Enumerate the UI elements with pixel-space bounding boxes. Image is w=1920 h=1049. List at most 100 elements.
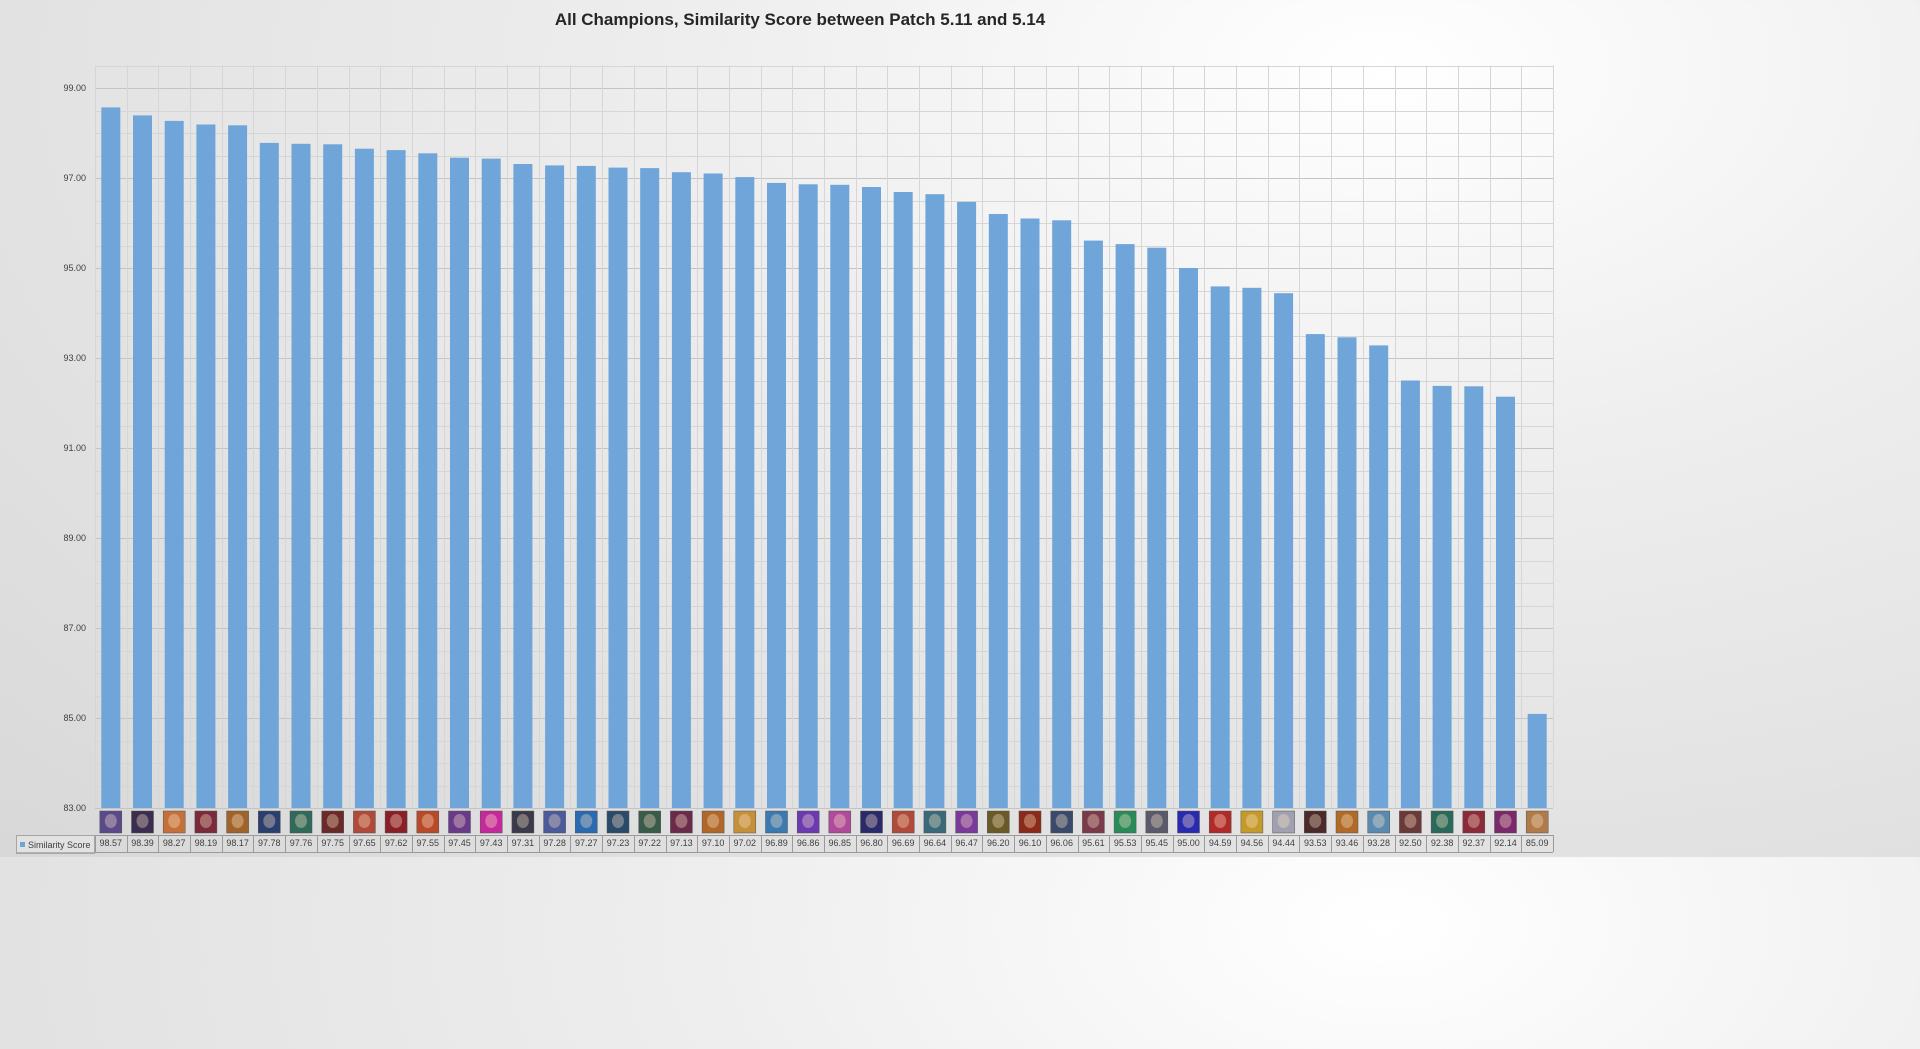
bar: [925, 194, 945, 808]
champion-portrait-icon: [99, 810, 123, 834]
bar: [1527, 713, 1547, 808]
champion-portrait-face: [1309, 814, 1322, 828]
chart-title: All Champions, Similarity Score between …: [554, 10, 1046, 29]
bar-value-label: 97.43: [480, 838, 503, 848]
bar: [418, 153, 438, 809]
champion-portrait-face: [1245, 814, 1258, 828]
bar-value-label: 97.28: [543, 838, 566, 848]
champion-portrait-face: [1436, 814, 1449, 828]
bar: [1210, 286, 1230, 808]
champion-portrait-icon: [384, 810, 408, 834]
champion-portrait-face: [897, 814, 910, 828]
champion-portrait-icon: [1399, 810, 1422, 834]
bar: [735, 177, 755, 809]
champion-portrait-icon: [1050, 810, 1073, 834]
champion-portrait-face: [1277, 814, 1290, 828]
champion-portrait-icon: [955, 810, 978, 834]
champion-portrait-face: [326, 814, 339, 828]
champion-portrait-icon: [701, 810, 725, 834]
bar: [1179, 268, 1198, 808]
champion-portrait-face: [960, 814, 973, 828]
bar: [386, 150, 406, 809]
champion-portrait-icon: [479, 810, 503, 834]
bar: [1496, 396, 1515, 808]
champion-portrait-icon: [575, 810, 598, 834]
champion-portrait-face: [1404, 814, 1417, 828]
champion-portrait-face: [1531, 814, 1544, 828]
bar: [988, 214, 1008, 808]
champion-portrait-icon: [321, 810, 344, 834]
bar-value-label: 93.53: [1304, 838, 1327, 848]
bar: [101, 107, 121, 808]
bar-value-label: 97.76: [290, 838, 313, 848]
y-tick-label: 97.00: [63, 173, 86, 183]
bar: [830, 184, 850, 809]
bar: [767, 182, 786, 808]
legend: Similarity Score: [16, 835, 95, 854]
bar-value-label: 96.86: [797, 838, 820, 848]
legend-label: Similarity Score: [28, 839, 91, 850]
champion-portrait-icon: [1240, 810, 1264, 834]
bar-value-label: 96.06: [1050, 838, 1073, 848]
champion-portrait-face: [1119, 814, 1132, 828]
champion-portrait-icon: [828, 810, 852, 834]
champion-portrait-icon: [1208, 810, 1232, 834]
y-tick-label: 93.00: [63, 353, 86, 363]
bar: [133, 115, 152, 808]
champion-portrait-icon: [226, 810, 249, 834]
champion-portrait-face: [612, 814, 624, 828]
champion-portrait-face: [580, 814, 593, 828]
bar: [798, 184, 818, 809]
bar-value-label: 92.37: [1463, 838, 1486, 848]
champion-portrait-face: [516, 814, 529, 828]
y-tick-label: 85.00: [63, 713, 86, 723]
champion-portrait-icon: [733, 810, 757, 834]
bar-value-label: 96.64: [924, 838, 947, 848]
bar: [450, 157, 469, 808]
champion-portrait-face: [485, 814, 498, 828]
bar: [1115, 244, 1135, 809]
champion-portrait-icon: [194, 810, 218, 834]
bar: [164, 120, 184, 808]
champion-portrait-face: [421, 814, 434, 828]
champion-portrait-face: [104, 814, 117, 828]
champion-portrait-face: [1024, 814, 1036, 828]
bar: [608, 167, 628, 809]
champion-portrait-face: [802, 814, 815, 828]
champion-portrait-face: [1499, 814, 1512, 828]
champion-portrait-icon: [987, 810, 1010, 834]
champion-portrait-face: [136, 814, 149, 828]
champion-portrait-icon: [353, 810, 376, 834]
champion-portrait-face: [865, 814, 878, 828]
champion-portrait-face: [390, 814, 403, 828]
champion-portrait-icon: [448, 810, 471, 834]
bar: [481, 158, 501, 809]
bar-value-label: 85.09: [1526, 838, 1549, 848]
champion-portrait-icon: [131, 810, 154, 834]
bar: [1464, 386, 1484, 808]
y-tick-label: 91.00: [63, 443, 86, 453]
bar-value-label: 96.69: [892, 838, 915, 848]
champion-portrait-face: [707, 814, 720, 828]
champion-portrait-icon: [670, 810, 693, 834]
champion-portrait-face: [928, 814, 941, 828]
bar-value-label: 98.39: [131, 838, 154, 848]
champion-portrait-face: [231, 814, 244, 828]
champion-portrait-icon: [511, 810, 535, 834]
champion-portrait-icon: [1145, 810, 1169, 834]
y-tick-label: 99.00: [63, 83, 86, 93]
bar-value-label: 97.31: [512, 838, 535, 848]
bar-value-label: 98.19: [195, 838, 218, 848]
y-tick-label: 83.00: [63, 803, 86, 813]
champion-portrait-face: [1214, 814, 1227, 828]
bar-value-label: 96.89: [765, 838, 788, 848]
champion-portrait-face: [738, 814, 751, 828]
y-tick-label: 95.00: [63, 263, 86, 273]
bar-value-label: 96.10: [1019, 838, 1042, 848]
bar-value-label: 97.13: [670, 838, 693, 848]
bar-value-label: 97.27: [575, 838, 598, 848]
champion-portrait-icon: [1304, 810, 1327, 834]
bar: [259, 142, 279, 808]
bar-value-label: 97.65: [353, 838, 376, 848]
champion-portrait-face: [263, 814, 276, 828]
